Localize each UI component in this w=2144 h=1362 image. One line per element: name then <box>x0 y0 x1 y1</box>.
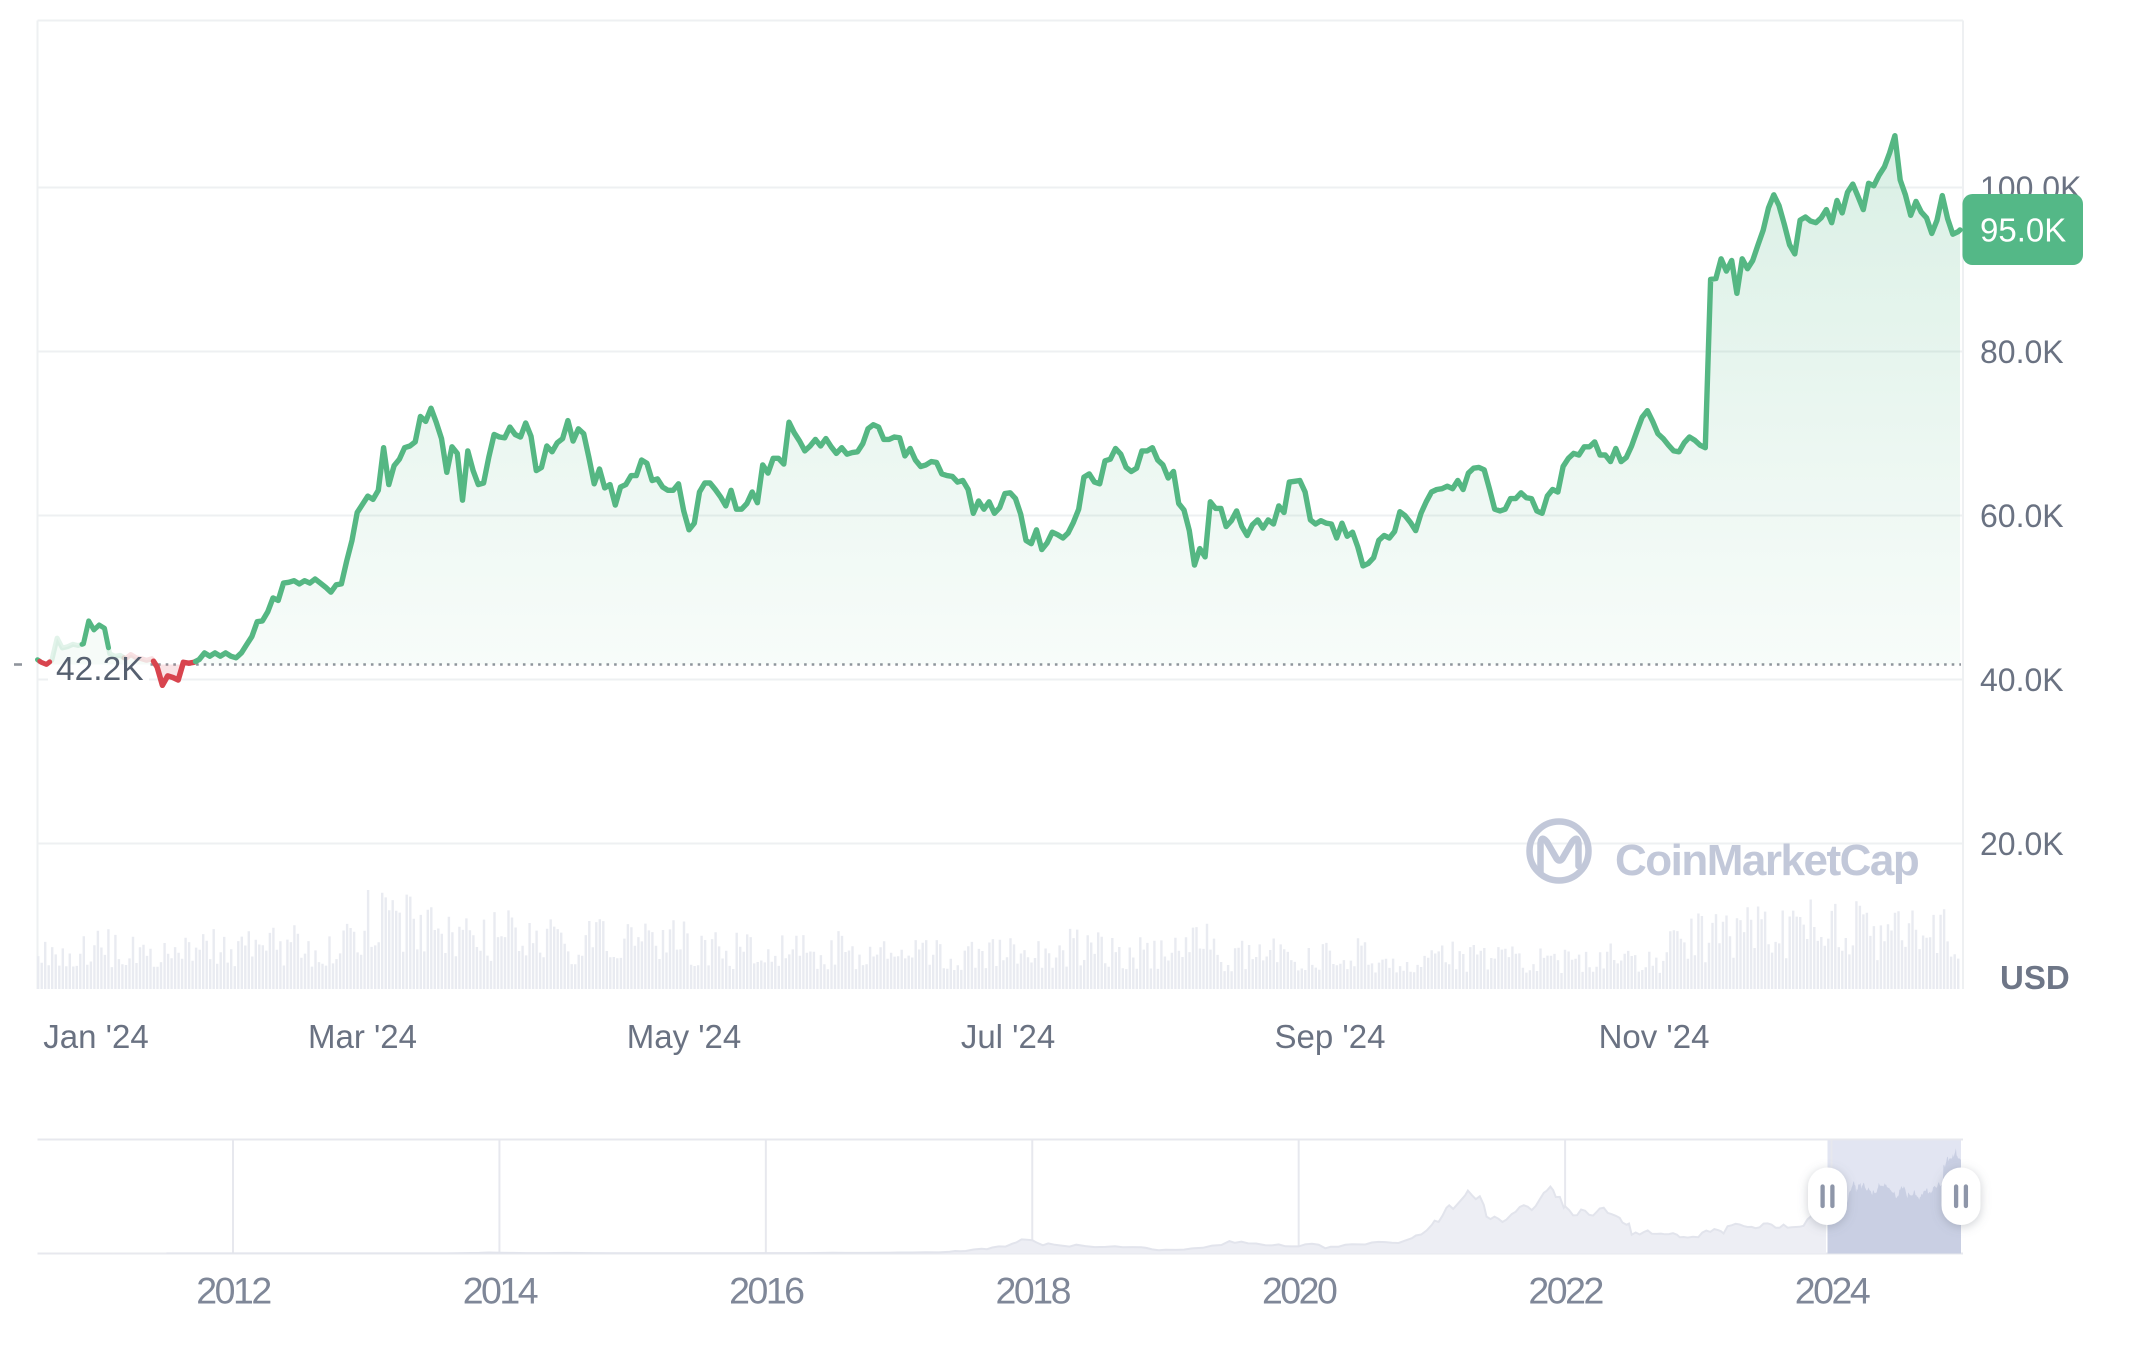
svg-text:Sep '24: Sep '24 <box>1275 1018 1386 1055</box>
svg-text:Nov '24: Nov '24 <box>1599 1018 1710 1055</box>
svg-text:20.0K: 20.0K <box>1980 826 2064 862</box>
svg-text:2018: 2018 <box>996 1270 1071 1312</box>
svg-text:2012: 2012 <box>196 1270 270 1312</box>
svg-text:Jul '24: Jul '24 <box>961 1018 1055 1055</box>
svg-text:Jan '24: Jan '24 <box>43 1018 148 1055</box>
svg-text:Mar '24: Mar '24 <box>308 1018 417 1055</box>
svg-text:CoinMarketCap: CoinMarketCap <box>1615 836 1919 885</box>
svg-text:2014: 2014 <box>463 1270 538 1312</box>
svg-text:42.2K: 42.2K <box>56 651 144 688</box>
svg-text:60.0K: 60.0K <box>1980 498 2064 534</box>
svg-text:2020: 2020 <box>1262 1270 1337 1312</box>
svg-text:40.0K: 40.0K <box>1980 662 2064 698</box>
svg-text:USD: USD <box>2000 959 2070 996</box>
svg-text:95.0K: 95.0K <box>1980 212 2066 249</box>
svg-text:2022: 2022 <box>1528 1270 1602 1312</box>
svg-text:May '24: May '24 <box>627 1018 742 1055</box>
svg-text:2024: 2024 <box>1795 1270 1870 1312</box>
svg-text:80.0K: 80.0K <box>1980 334 2064 370</box>
svg-text:2016: 2016 <box>729 1270 804 1312</box>
